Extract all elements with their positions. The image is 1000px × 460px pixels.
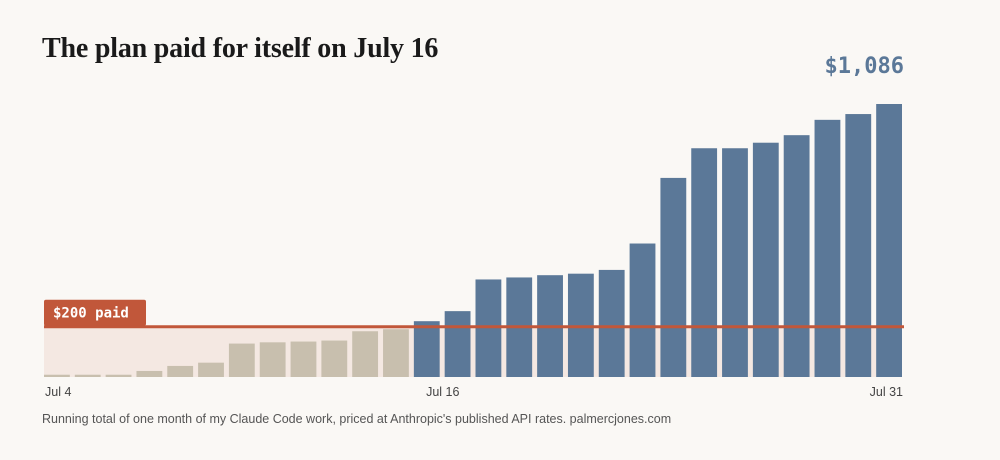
bar-jul-25 (691, 148, 718, 377)
bar-chart: $200 paid Jul 4 Jul 16 Jul 31 (44, 104, 904, 399)
threshold-badge-background (44, 299, 146, 326)
x-tick-label-jul-31: Jul 31 (870, 385, 903, 399)
chart-footnote: Running total of one month of my Claude … (42, 412, 672, 426)
total-value-label: $1,086 (824, 54, 904, 79)
bar-jul-14 (352, 331, 379, 377)
bar-jul-30 (845, 114, 872, 378)
bar-jul-16 (413, 321, 440, 377)
bar-jul-8 (167, 365, 194, 377)
bar-jul-13 (321, 340, 348, 377)
bar-jul-7 (136, 370, 163, 377)
bar-jul-27 (752, 142, 779, 377)
threshold-badge: $200 paid (44, 299, 146, 326)
bar-jul-11 (259, 342, 286, 377)
bar-jul-5 (74, 374, 101, 377)
bar-jul-12 (290, 341, 317, 377)
bar-jul-22 (598, 269, 625, 377)
bar-jul-29 (814, 119, 841, 378)
threshold-label: $200 paid (53, 306, 129, 322)
x-tick-label-jul-16: Jul 16 (426, 385, 459, 399)
bar-jul-31 (876, 104, 902, 377)
bar-jul-23 (629, 243, 656, 377)
bar-jul-26 (722, 148, 748, 377)
chart-title: The plan paid for itself on July 16 (42, 33, 439, 64)
bar-jul-18 (475, 279, 502, 377)
bar-jul-9 (198, 362, 224, 377)
bar-jul-4 (44, 374, 70, 377)
x-tick-label-jul-4: Jul 4 (45, 385, 71, 399)
x-tick-labels: Jul 4 Jul 16 Jul 31 (45, 385, 903, 399)
bar-jul-28 (783, 135, 810, 377)
bar-jul-10 (228, 343, 255, 377)
bar-jul-17 (444, 311, 471, 377)
bar-jul-6 (105, 374, 132, 377)
bar-jul-15 (383, 329, 409, 377)
bar-jul-24 (660, 177, 687, 377)
